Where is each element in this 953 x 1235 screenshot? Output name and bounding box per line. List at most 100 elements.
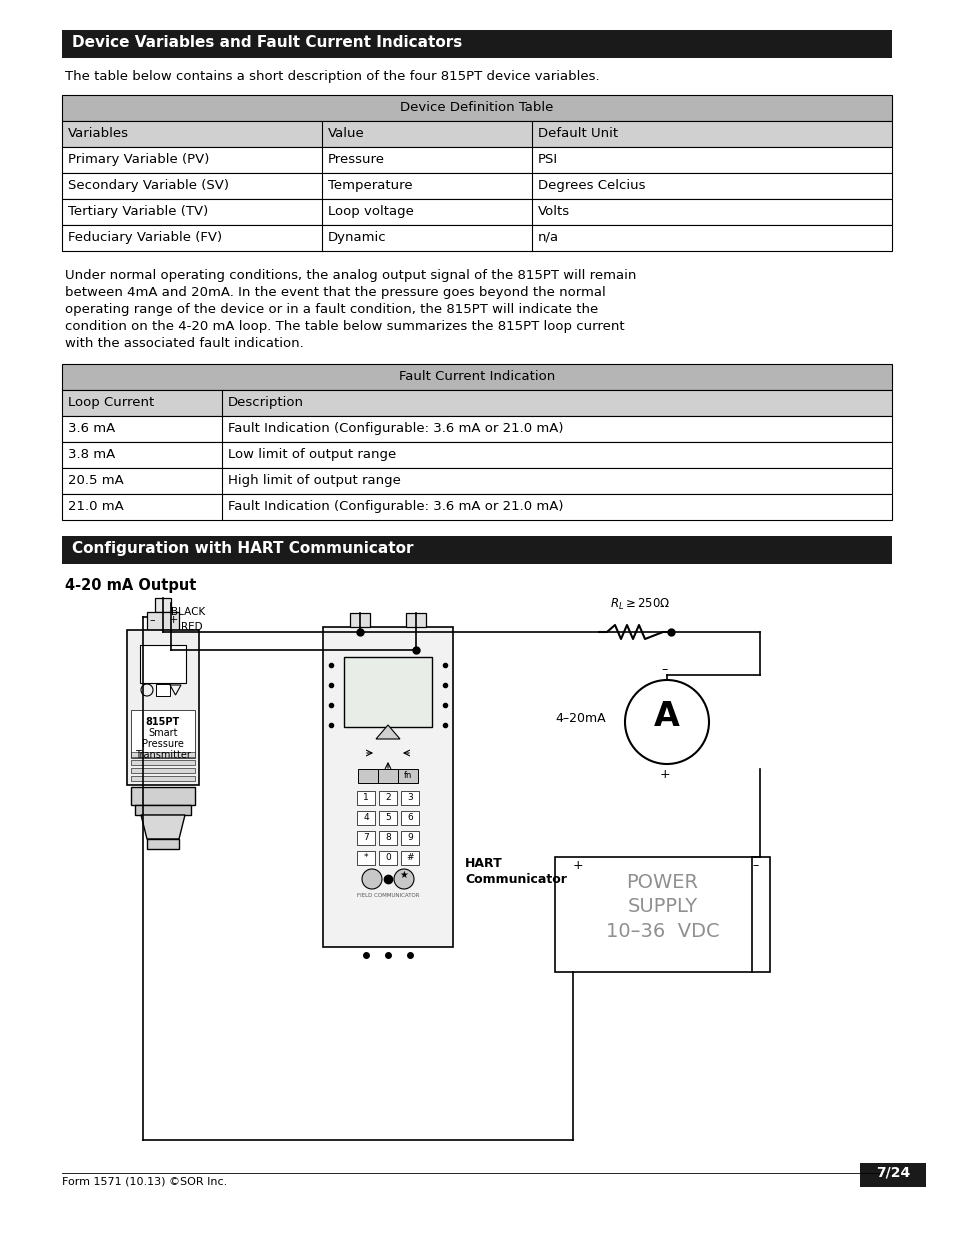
Bar xyxy=(406,613,426,627)
Text: Variables: Variables xyxy=(68,127,129,140)
Bar xyxy=(62,468,891,494)
Text: 7/24: 7/24 xyxy=(875,1165,909,1179)
Bar xyxy=(140,645,186,683)
Bar xyxy=(131,768,194,773)
Text: –: – xyxy=(149,615,154,625)
Text: +: + xyxy=(659,768,670,781)
Bar xyxy=(62,364,891,390)
Text: PSI: PSI xyxy=(537,153,558,165)
Bar xyxy=(62,225,891,251)
Bar xyxy=(350,613,370,627)
Text: Smart: Smart xyxy=(148,727,177,739)
Text: Device Variables and Fault Current Indicators: Device Variables and Fault Current Indic… xyxy=(71,35,462,49)
Bar xyxy=(131,710,194,758)
Bar xyxy=(377,769,397,783)
Bar xyxy=(356,811,375,825)
Circle shape xyxy=(361,869,381,889)
Text: +: + xyxy=(573,860,583,872)
Bar xyxy=(400,811,418,825)
Text: Device Definition Table: Device Definition Table xyxy=(400,101,553,114)
Bar xyxy=(135,805,191,815)
Bar xyxy=(555,857,769,972)
Bar xyxy=(62,199,891,225)
Text: Form 1571 (10.13) ©SOR Inc.: Form 1571 (10.13) ©SOR Inc. xyxy=(62,1177,227,1187)
Text: Feduciary Variable (FV): Feduciary Variable (FV) xyxy=(68,231,222,245)
Text: *: * xyxy=(363,853,368,862)
Bar xyxy=(131,760,194,764)
Text: ★: ★ xyxy=(399,869,408,881)
Text: 4–20mA: 4–20mA xyxy=(555,713,605,725)
Text: Tertiary Variable (TV): Tertiary Variable (TV) xyxy=(68,205,208,219)
Text: Fault Indication (Configurable: 3.6 mA or 21.0 mA): Fault Indication (Configurable: 3.6 mA o… xyxy=(228,500,563,513)
Text: The table below contains a short description of the four 815PT device variables.: The table below contains a short descrip… xyxy=(65,70,599,83)
Text: 2: 2 xyxy=(385,793,391,802)
Polygon shape xyxy=(141,815,185,839)
Bar xyxy=(400,831,418,845)
Text: Default Unit: Default Unit xyxy=(537,127,618,140)
Bar xyxy=(62,95,891,121)
Circle shape xyxy=(394,869,414,889)
Text: Primary Variable (PV): Primary Variable (PV) xyxy=(68,153,209,165)
Text: between 4mA and 20mA. In the event that the pressure goes beyond the normal: between 4mA and 20mA. In the event that … xyxy=(65,287,605,299)
Text: 10–36  VDC: 10–36 VDC xyxy=(605,923,719,941)
Bar xyxy=(323,627,453,947)
Text: 6: 6 xyxy=(407,813,413,823)
Text: 7: 7 xyxy=(363,832,369,842)
Text: –: – xyxy=(751,860,758,872)
Text: 20.5 mA: 20.5 mA xyxy=(68,474,124,487)
Bar xyxy=(344,657,432,727)
Bar xyxy=(357,769,377,783)
Bar xyxy=(156,684,170,697)
Bar xyxy=(62,442,891,468)
Text: 9: 9 xyxy=(407,832,413,842)
Bar xyxy=(62,173,891,199)
Text: Pressure: Pressure xyxy=(142,739,184,748)
Polygon shape xyxy=(375,725,399,739)
Bar xyxy=(154,598,171,613)
Text: RED: RED xyxy=(181,622,202,632)
Text: 4-20 mA Output: 4-20 mA Output xyxy=(65,578,196,593)
Text: condition on the 4-20 mA loop. The table below summarizes the 815PT loop current: condition on the 4-20 mA loop. The table… xyxy=(65,320,624,333)
Bar xyxy=(356,831,375,845)
Text: Volts: Volts xyxy=(537,205,570,219)
Text: HART: HART xyxy=(464,857,502,869)
Text: Fault Current Indication: Fault Current Indication xyxy=(398,370,555,383)
Bar xyxy=(400,790,418,805)
Bar xyxy=(147,839,179,848)
Text: Communicator: Communicator xyxy=(464,873,566,885)
Circle shape xyxy=(624,680,708,764)
Bar xyxy=(131,776,194,781)
Bar xyxy=(62,416,891,442)
Bar xyxy=(378,851,396,864)
Text: Transmitter: Transmitter xyxy=(135,750,191,760)
Text: –: – xyxy=(661,663,667,676)
Text: Configuration with HART Communicator: Configuration with HART Communicator xyxy=(71,541,413,556)
Bar xyxy=(147,613,179,630)
Bar xyxy=(397,769,417,783)
Text: +: + xyxy=(169,615,178,625)
Text: Value: Value xyxy=(328,127,364,140)
Bar xyxy=(400,851,418,864)
Text: 3.6 mA: 3.6 mA xyxy=(68,422,115,435)
Bar xyxy=(62,147,891,173)
Text: Loop Current: Loop Current xyxy=(68,396,154,409)
Text: 5: 5 xyxy=(385,813,391,823)
Text: operating range of the device or in a fault condition, the 815PT will indicate t: operating range of the device or in a fa… xyxy=(65,303,598,316)
Text: fn: fn xyxy=(403,771,412,781)
Bar xyxy=(62,121,891,147)
Text: with the associated fault indication.: with the associated fault indication. xyxy=(65,337,303,350)
Text: Temperature: Temperature xyxy=(328,179,413,191)
Text: Low limit of output range: Low limit of output range xyxy=(228,448,395,461)
Bar xyxy=(131,752,194,757)
Bar xyxy=(127,630,199,785)
Text: Description: Description xyxy=(228,396,304,409)
Text: Fault Indication (Configurable: 3.6 mA or 21.0 mA): Fault Indication (Configurable: 3.6 mA o… xyxy=(228,422,563,435)
Text: 21.0 mA: 21.0 mA xyxy=(68,500,124,513)
Text: POWER: POWER xyxy=(626,873,698,892)
Text: High limit of output range: High limit of output range xyxy=(228,474,400,487)
Text: #: # xyxy=(406,853,414,862)
Bar xyxy=(378,790,396,805)
Bar xyxy=(378,831,396,845)
Bar xyxy=(131,787,194,805)
Bar xyxy=(62,390,891,416)
